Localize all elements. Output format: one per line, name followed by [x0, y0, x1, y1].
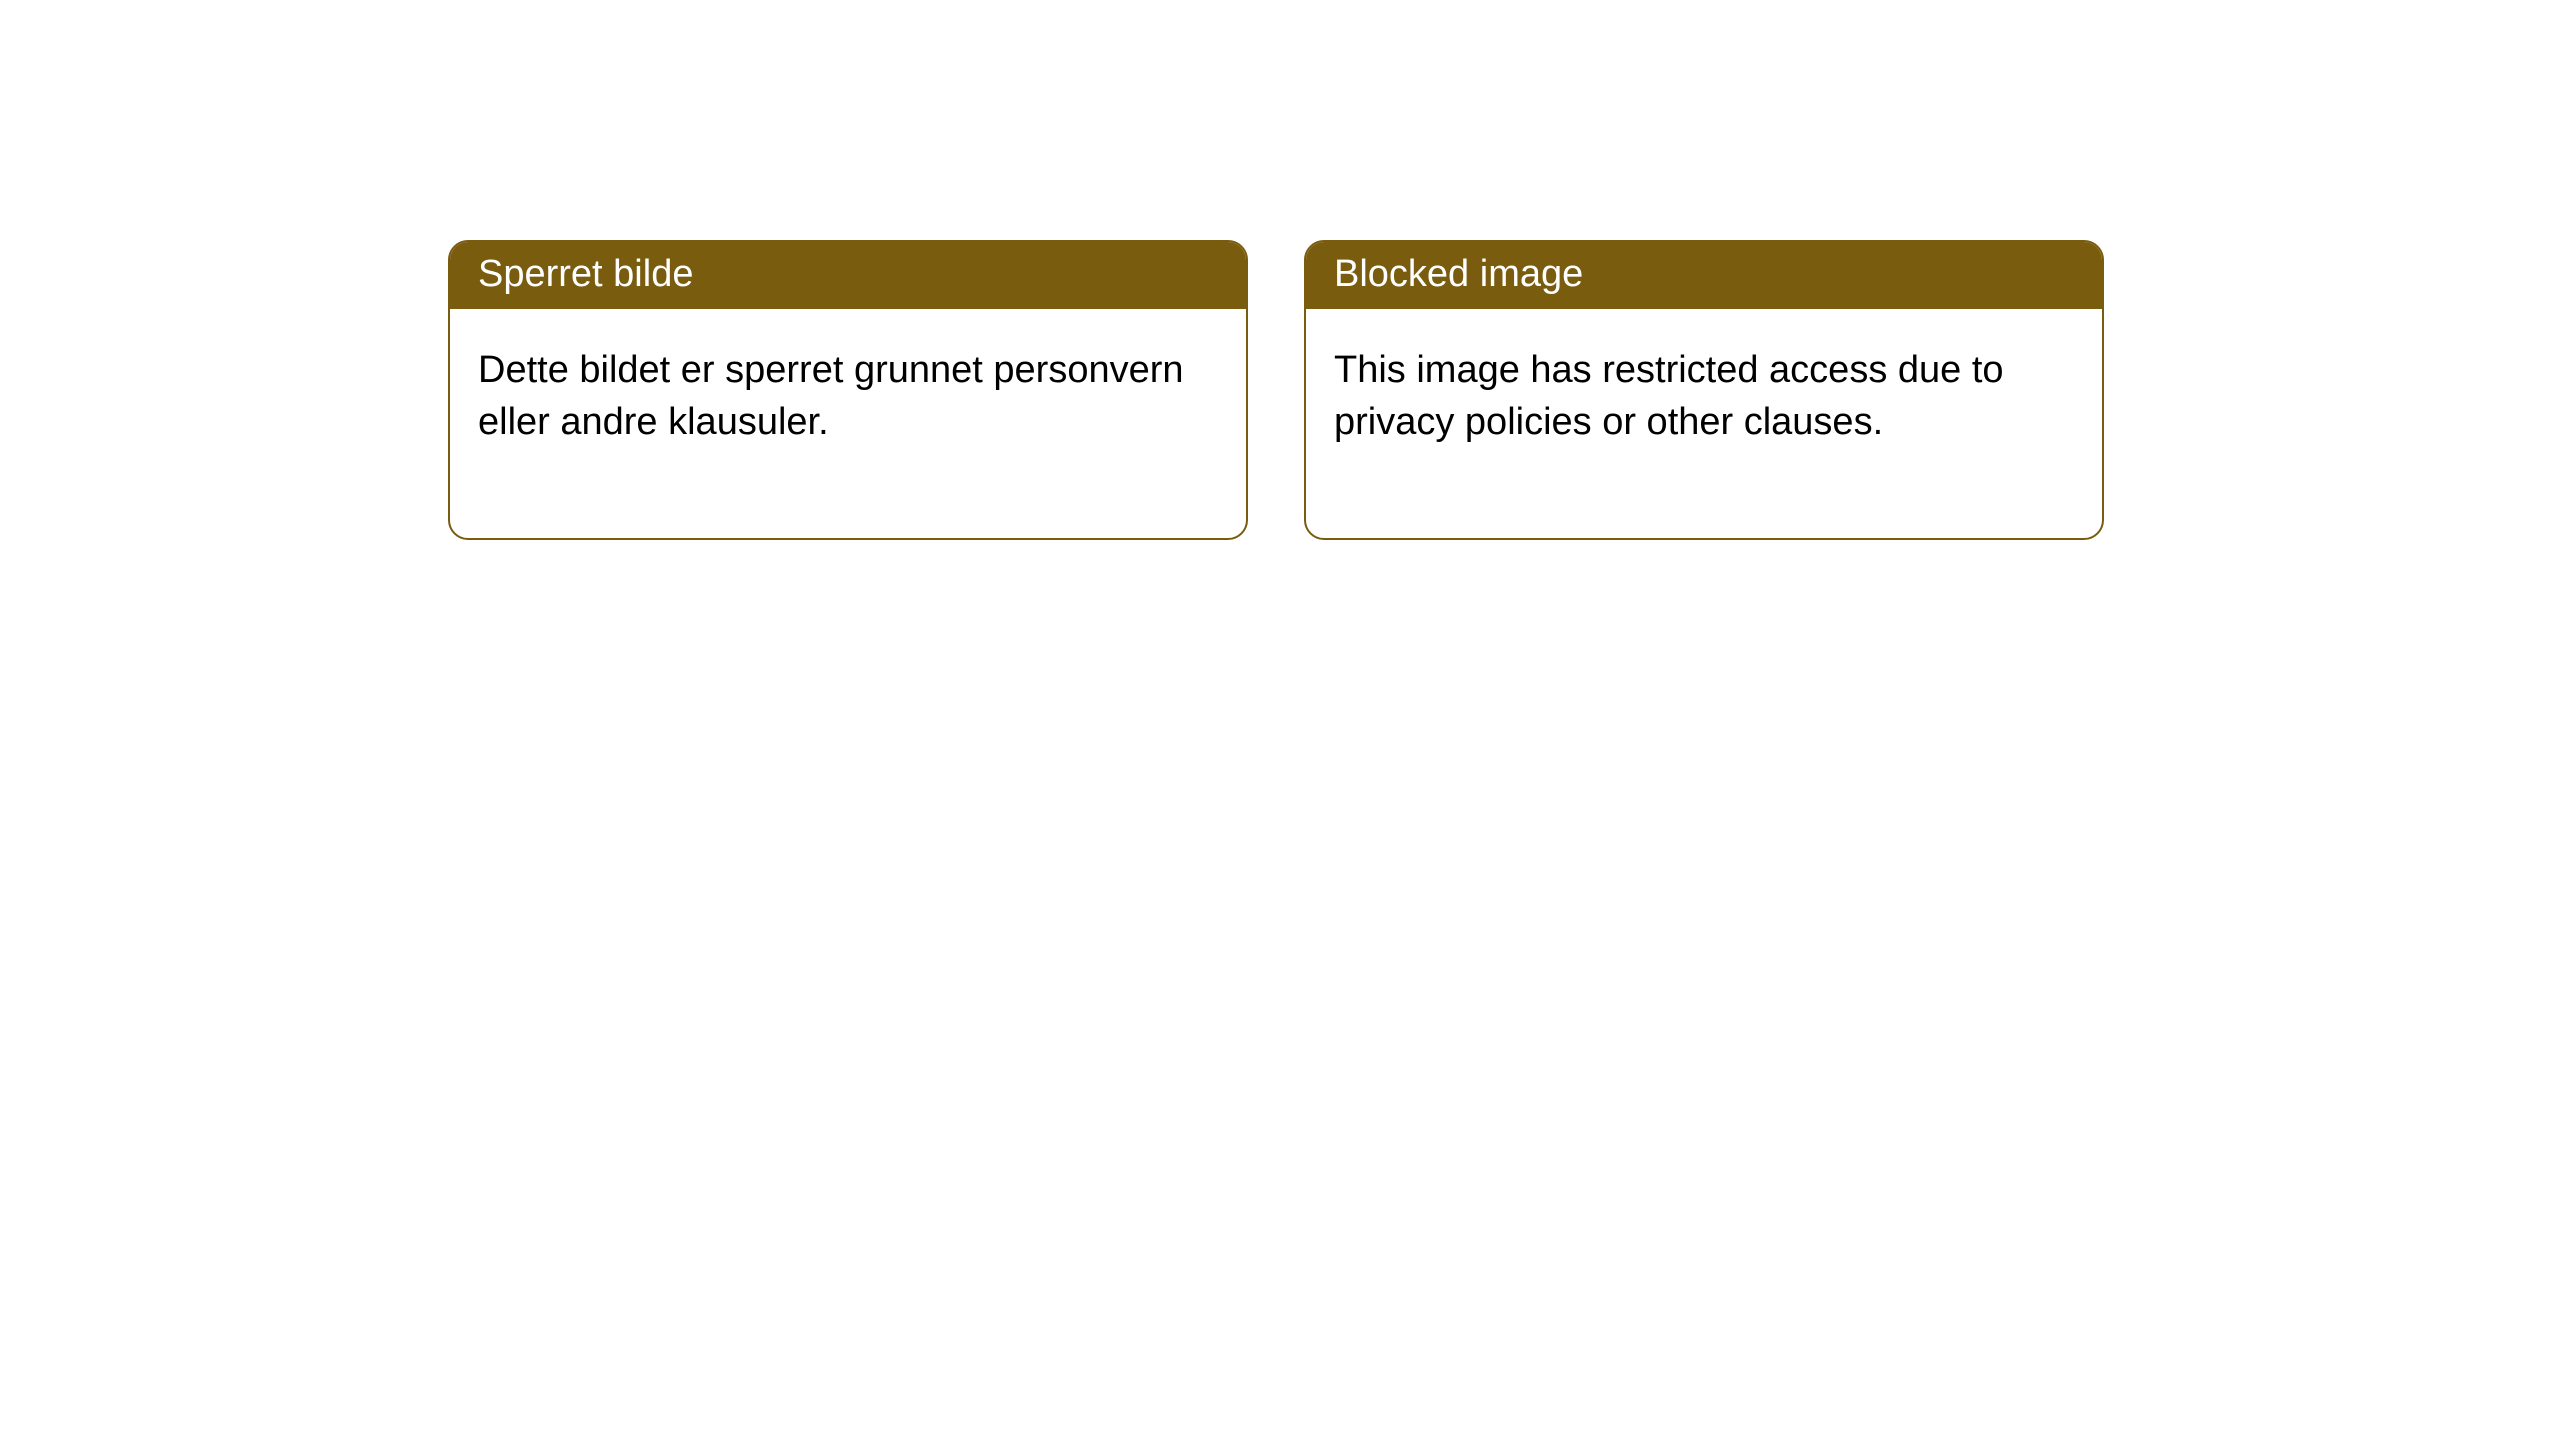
notice-card-english: Blocked image This image has restricted … — [1304, 240, 2104, 540]
card-header-norwegian: Sperret bilde — [450, 242, 1246, 309]
card-body-norwegian: Dette bildet er sperret grunnet personve… — [450, 309, 1246, 538]
card-header-english: Blocked image — [1306, 242, 2102, 309]
card-body-english: This image has restricted access due to … — [1306, 309, 2102, 538]
notice-container: Sperret bilde Dette bildet er sperret gr… — [0, 0, 2560, 540]
notice-card-norwegian: Sperret bilde Dette bildet er sperret gr… — [448, 240, 1248, 540]
